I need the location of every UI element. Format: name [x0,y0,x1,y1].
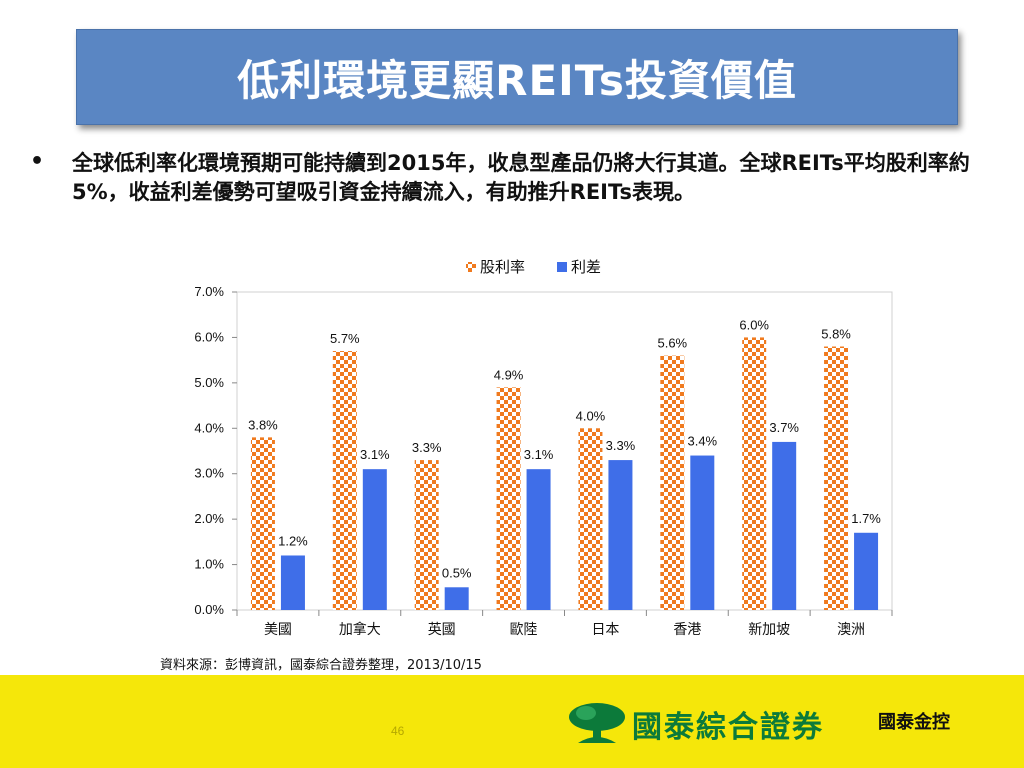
x-category-label: 加拿大 [339,621,381,638]
bar-dividend-yield [414,460,439,610]
legend-swatch [557,262,567,272]
footer-band [0,675,1024,768]
data-label: 3.1% [360,447,390,462]
bar-spread [608,460,633,610]
y-tick-label: 5.0% [194,375,224,390]
bar-spread [526,469,551,610]
y-tick-label: 6.0% [194,329,224,344]
data-label: 0.5% [442,565,472,580]
bar-chart: 0.0% 1.0% 2.0% 3.0% 4.0% 5.0% 6.0% 7.0% 美國 加拿大 英國 歐… [194,258,893,638]
data-label: 5.7% [330,331,360,346]
x-category-label: 歐陸 [510,622,538,638]
data-label: 3.1% [524,447,554,462]
source-note: 資料來源：彭博資訊，國泰綜合證券整理，2013/10/15 [160,658,482,673]
data-label: 3.8% [248,417,278,432]
bullet-dot: • [30,149,45,174]
brand-group-name: 國泰金控 [878,712,950,733]
legend-label: 股利率 [480,258,525,276]
y-tick-label: 1.0% [194,557,224,572]
data-label: 3.3% [606,438,636,453]
data-label: 3.3% [412,440,442,455]
bar-dividend-yield [742,337,767,610]
bar-spread [690,455,715,610]
bar-dividend-yield [250,437,275,610]
bar-spread [362,469,387,610]
x-category-label: 英國 [428,621,456,638]
bullet-text: 全球低利率化環境預期可能持續到2015年，收息型產品仍將大行其道。全球REITs… [72,151,970,204]
title-bar: 低利環境更顯REITs投資價值 [76,29,958,125]
bar-spread [772,441,797,610]
data-label: 4.9% [494,367,524,382]
tree-logo-icon [569,703,625,743]
data-label: 5.8% [821,327,851,342]
bar-spread [444,587,469,610]
data-label: 5.6% [657,336,687,351]
y-tick-label: 0.0% [194,602,224,617]
bar-dividend-yield [578,428,603,610]
x-category-label: 香港 [673,622,701,638]
bar-spread [280,555,305,610]
y-tick-label: 7.0% [194,284,224,299]
x-category-label: 日本 [591,622,619,638]
y-tick-label: 3.0% [194,466,224,481]
bar-dividend-yield [496,387,521,610]
legend-swatch [466,262,476,272]
x-category-label: 美國 [264,622,292,638]
y-tick-label: 2.0% [194,511,224,526]
data-label: 1.2% [278,533,308,548]
data-label: 4.0% [576,408,606,423]
data-label: 6.0% [739,317,769,332]
data-label: 1.7% [851,511,881,526]
legend-label: 利差 [571,258,601,276]
data-label: 3.4% [687,434,717,449]
brand-name: 國泰綜合證券 [632,710,824,745]
bar-spread [854,532,879,610]
x-category-label: 澳洲 [837,622,865,638]
bar-dividend-yield [660,355,685,610]
x-category-label: 新加坡 [748,622,790,638]
data-label: 3.7% [769,420,799,435]
bar-dividend-yield [332,351,357,610]
slide-title: 低利環境更顯REITs投資價值 [237,55,797,105]
y-tick-label: 4.0% [194,420,224,435]
page-number: 46 [391,724,405,738]
bar-dividend-yield [824,346,849,610]
